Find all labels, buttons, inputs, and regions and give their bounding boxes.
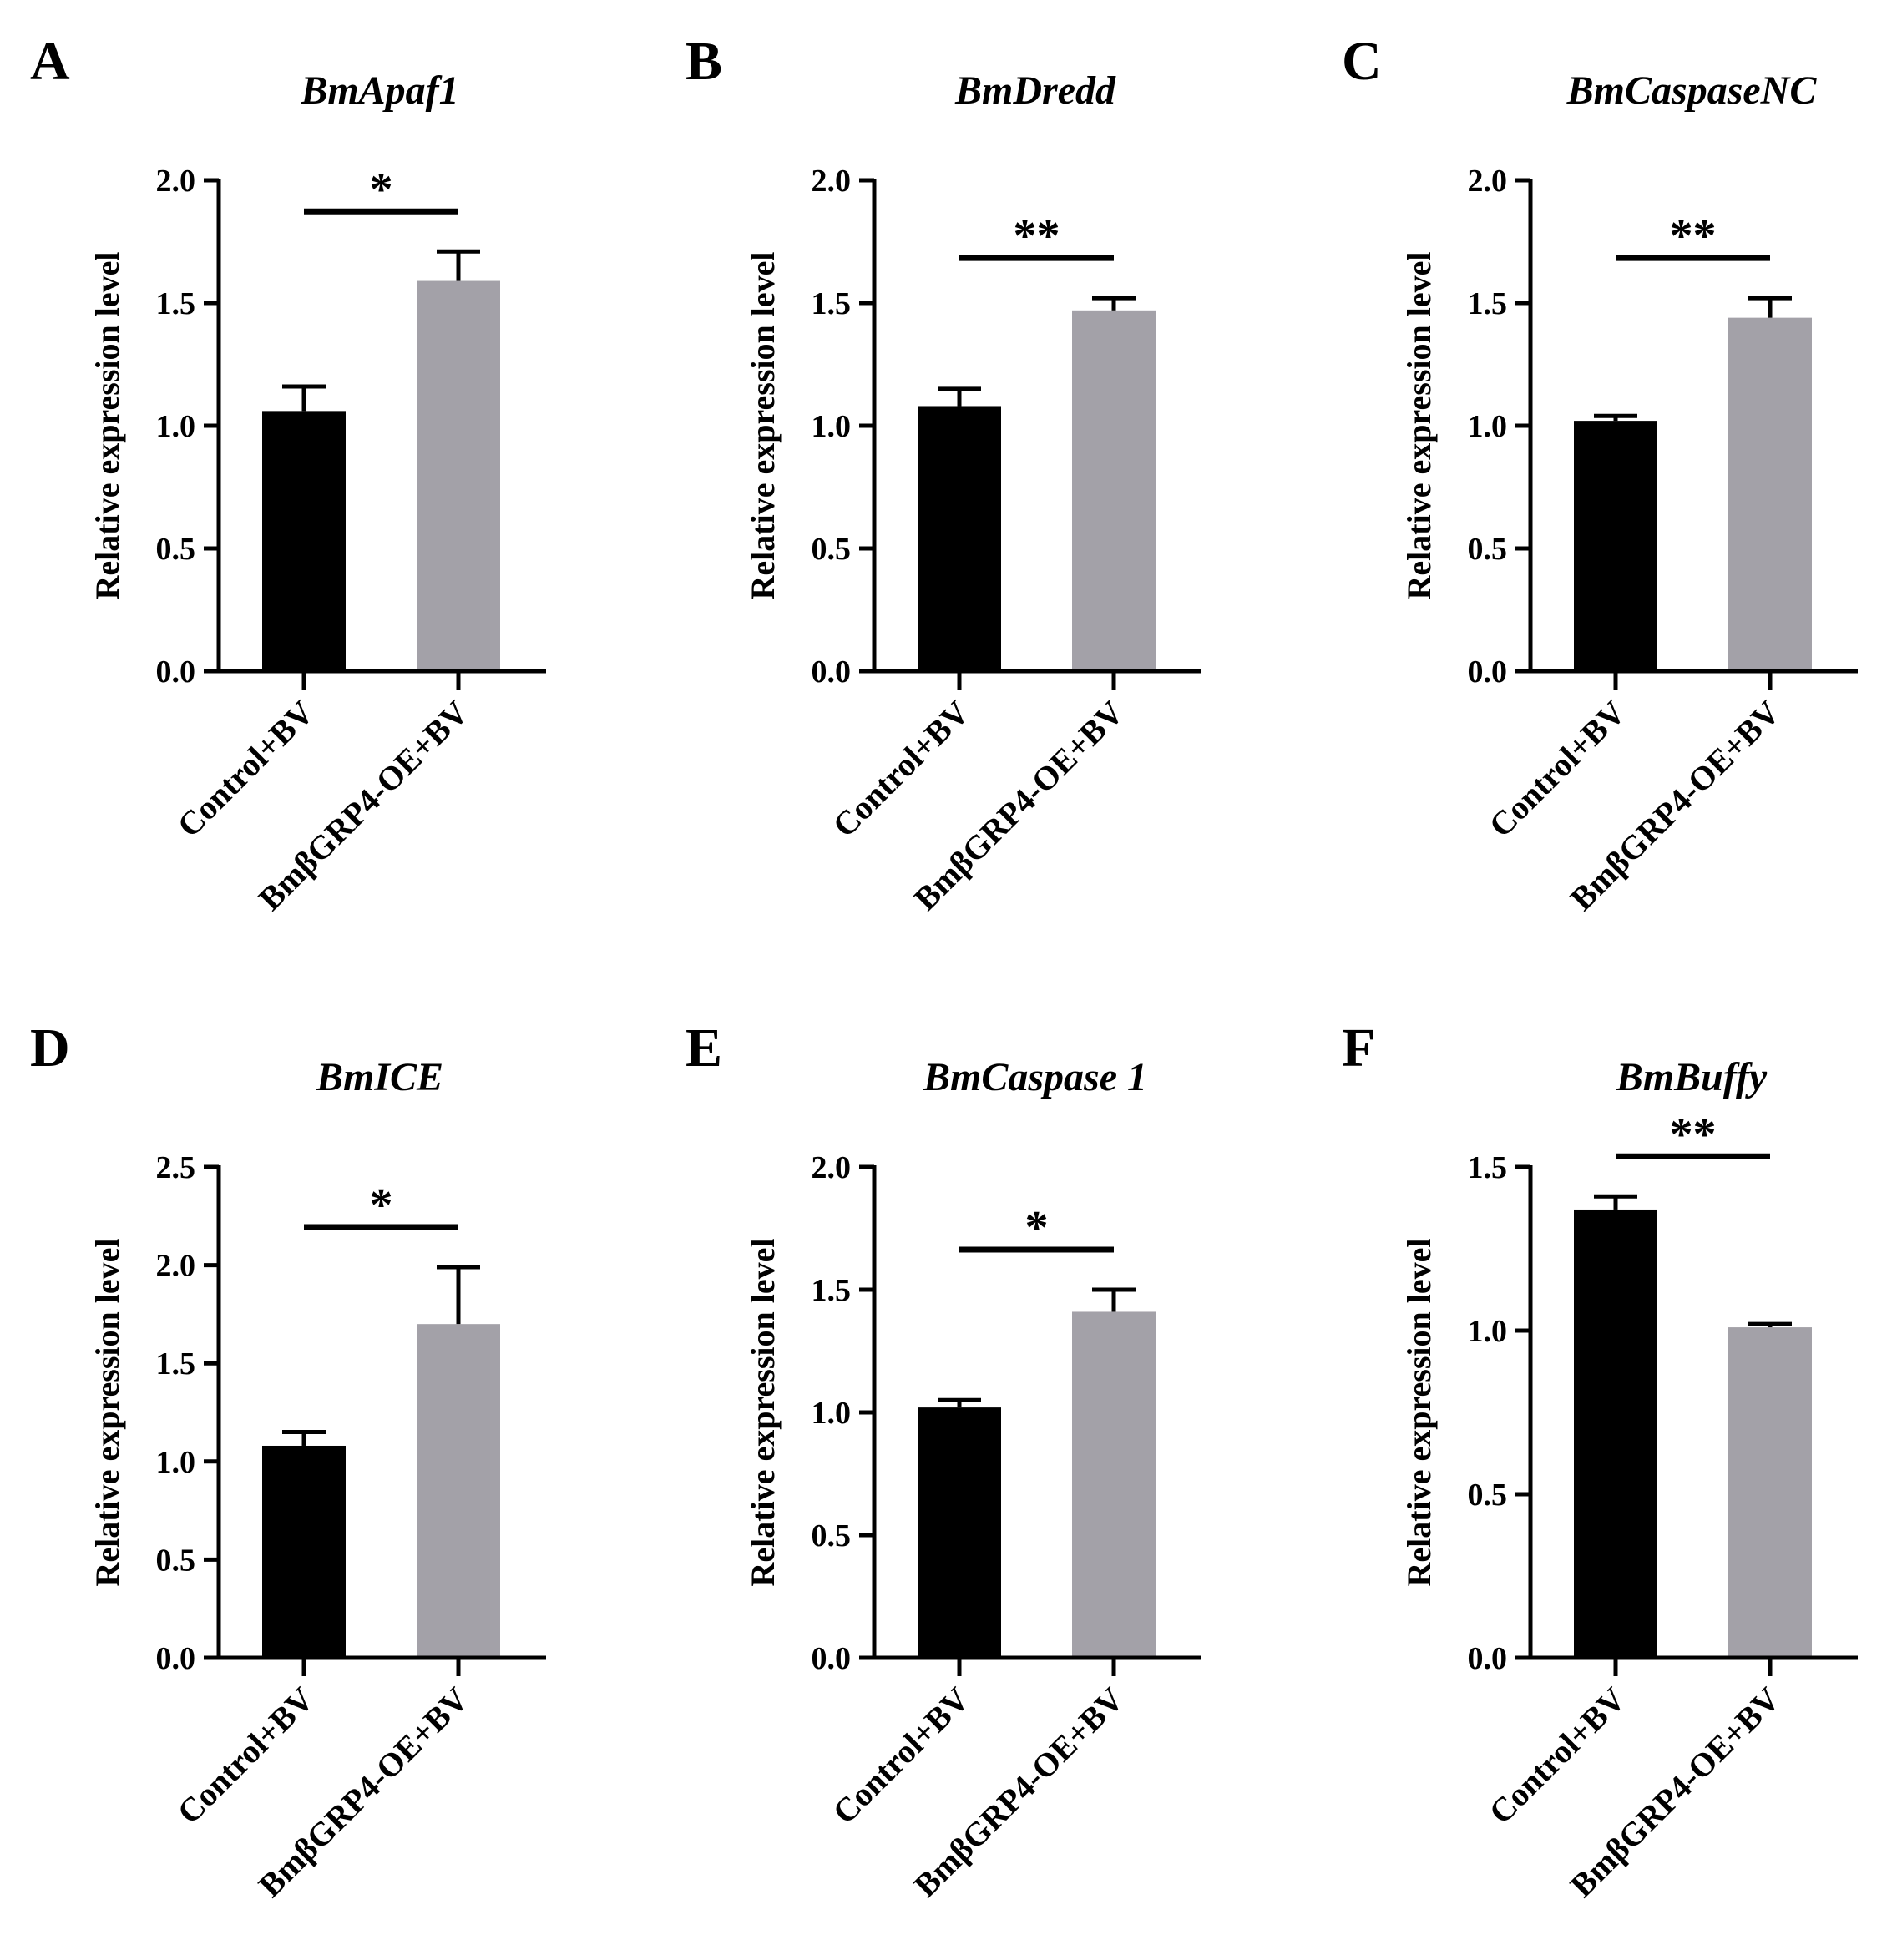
y-tick-label: 0.0 xyxy=(1468,654,1508,690)
y-axis-label: Relative expression level xyxy=(1400,252,1438,600)
panel-title: BmBuffy xyxy=(1616,1055,1768,1099)
y-tick-label: 0.0 xyxy=(812,654,852,690)
bar-control xyxy=(918,1407,1001,1658)
panel-letter: B xyxy=(685,31,722,92)
y-axis-label: Relative expression level xyxy=(89,252,126,600)
panel-e: E BmCaspase 1 Relative expression level 0.0… xyxy=(685,1018,1201,1904)
y-tick-label: 1.0 xyxy=(812,409,852,444)
y-tick-label: 0.5 xyxy=(1468,1478,1508,1513)
bar-treatment xyxy=(417,1324,500,1658)
y-axis-label: Relative expression level xyxy=(89,1239,126,1587)
y-tick-label: 1.0 xyxy=(156,1445,196,1480)
panel-letter: C xyxy=(1342,31,1382,92)
y-tick-label: 1.0 xyxy=(1468,409,1508,444)
panel-title: BmDredd xyxy=(954,68,1116,113)
y-tick-label: 1.5 xyxy=(812,286,852,321)
y-tick-label: 0.0 xyxy=(156,654,196,690)
significance-marker: ** xyxy=(1670,1109,1717,1160)
y-tick-label: 0.0 xyxy=(1468,1641,1508,1676)
panel-f: F BmBuffy Relative expression level 0.0 0.5 1… xyxy=(1342,1018,1858,1904)
panel-letter: F xyxy=(1342,1018,1375,1079)
y-tick-label: 1.5 xyxy=(156,1346,196,1382)
y-tick-label: 2.0 xyxy=(812,164,852,199)
x-tick-label: Control+BV xyxy=(1481,693,1632,844)
y-tick-label: 2.0 xyxy=(812,1150,852,1185)
panel-title: BmCaspase 1 xyxy=(923,1055,1147,1099)
y-axis-label: Relative expression level xyxy=(744,1239,782,1587)
x-tick-label: Control+BV xyxy=(169,1680,321,1831)
y-tick-label: 0.5 xyxy=(1468,532,1508,567)
y-tick-label: 2.0 xyxy=(156,164,196,199)
y-tick-label: 0.0 xyxy=(156,1641,196,1676)
y-tick-label: 1.0 xyxy=(1468,1314,1508,1349)
y-tick-label: 0.5 xyxy=(812,532,852,567)
bar-control xyxy=(262,411,346,671)
bar-treatment xyxy=(417,280,500,671)
x-tick-label: Control+BV xyxy=(825,693,976,844)
panel-d: D BmICE Relative expression level 0.0 0.5 1.0… xyxy=(30,1018,546,1904)
y-tick-label: 1.5 xyxy=(1468,1150,1508,1185)
significance-marker: ** xyxy=(1014,210,1060,262)
panel-c: C BmCaspaseNC Relative expression level 0.0… xyxy=(1342,31,1858,917)
y-tick-label: 2.0 xyxy=(1468,164,1508,199)
bar-treatment xyxy=(1072,1311,1156,1658)
y-tick-label: 1.0 xyxy=(812,1396,852,1431)
y-tick-label: 0.5 xyxy=(156,532,196,567)
x-tick-label: Control+BV xyxy=(825,1680,976,1831)
y-tick-label: 1.5 xyxy=(812,1273,852,1308)
panel-b: B BmDredd Relative expression level 0.0 0.5 1… xyxy=(685,31,1201,917)
bar-control xyxy=(1574,1209,1657,1658)
panel-title: BmCaspaseNC xyxy=(1566,68,1818,113)
y-tick-label: 2.0 xyxy=(156,1249,196,1284)
y-axis-label: Relative expression level xyxy=(1400,1239,1438,1587)
panel-title: BmICE xyxy=(316,1055,443,1099)
x-tick-label: Control+BV xyxy=(1481,1680,1632,1831)
significance-marker: * xyxy=(370,164,393,215)
bar-control xyxy=(1574,421,1657,671)
panel-title: BmApaf1 xyxy=(300,68,458,113)
panel-letter: E xyxy=(685,1018,722,1079)
bar-treatment xyxy=(1728,1327,1812,1658)
y-tick-label: 0.0 xyxy=(812,1641,852,1676)
panel-letter: A xyxy=(30,31,70,92)
y-axis-label: Relative expression level xyxy=(744,252,782,600)
panel-a: A BmApaf1 Relative expression level 0.0 0.5 1… xyxy=(30,31,546,917)
bar-control xyxy=(262,1445,346,1658)
significance-marker: * xyxy=(1025,1202,1049,1254)
x-tick-label: Control+BV xyxy=(169,693,321,844)
y-tick-label: 0.5 xyxy=(812,1518,852,1553)
y-tick-label: 2.5 xyxy=(156,1150,196,1185)
significance-marker: * xyxy=(370,1180,393,1231)
panel-letter: D xyxy=(30,1018,70,1079)
bar-treatment xyxy=(1728,317,1812,671)
bar-control xyxy=(918,406,1001,671)
y-tick-label: 1.5 xyxy=(1468,286,1508,321)
y-tick-label: 1.5 xyxy=(156,286,196,321)
significance-marker: ** xyxy=(1670,210,1717,262)
y-tick-label: 0.5 xyxy=(156,1543,196,1578)
y-tick-label: 1.0 xyxy=(156,409,196,444)
bar-treatment xyxy=(1072,310,1156,671)
